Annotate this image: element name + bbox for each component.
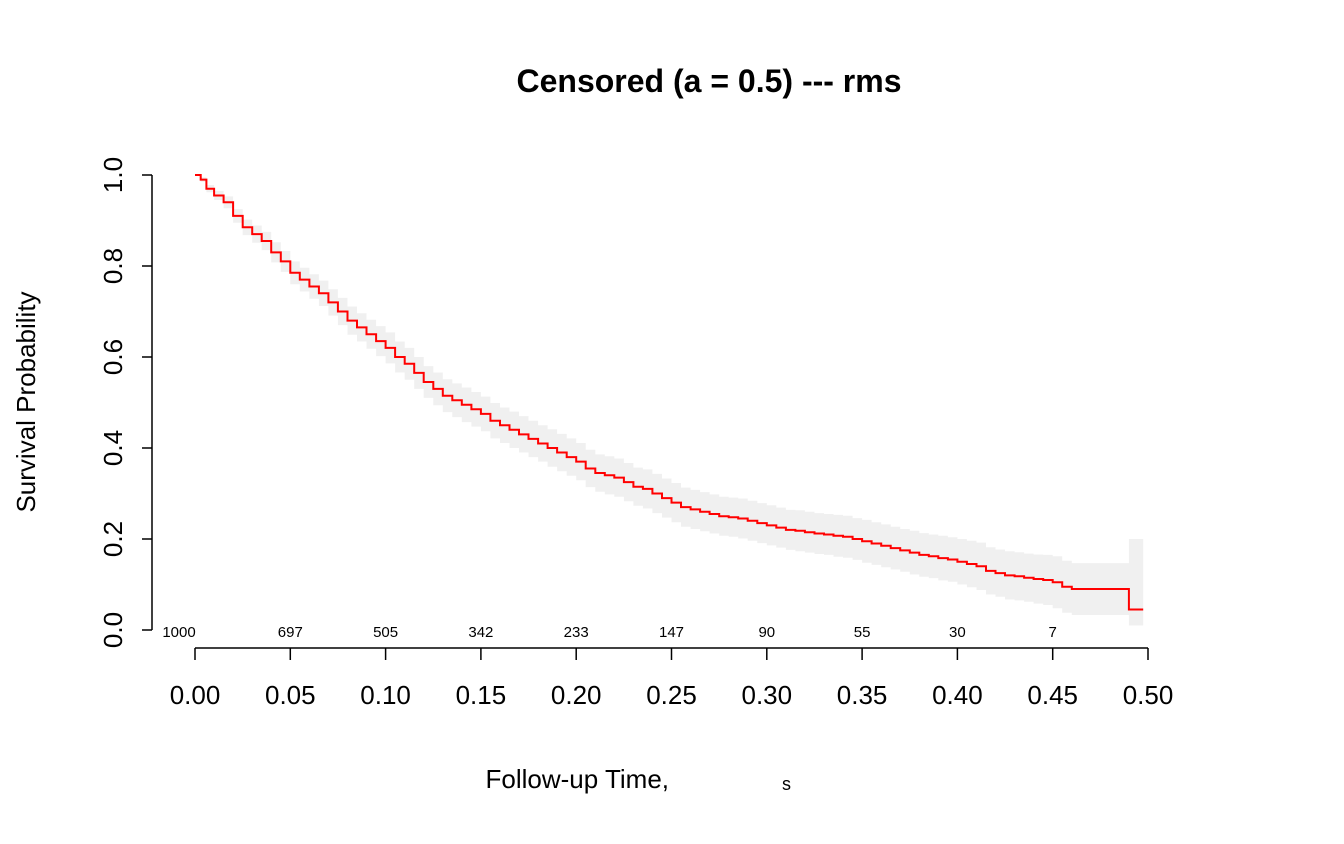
confidence-band-layer	[195, 175, 1144, 626]
x-tick-label: 0.50	[1123, 680, 1174, 710]
risk-count-label: 697	[278, 624, 303, 641]
x-tick-label: 0.10	[360, 680, 411, 710]
y-tick-label: 0.6	[98, 339, 128, 375]
x-axis-label: Follow-up Time,	[486, 764, 670, 794]
risk-count-label: 55	[854, 624, 871, 641]
x-tick-label: 0.15	[456, 680, 507, 710]
x-tick-label: 0.20	[551, 680, 602, 710]
chart-title: Censored (a = 0.5) --- rms	[517, 63, 902, 99]
y-tick-label: 0.8	[98, 248, 128, 284]
risk-count-label: 505	[373, 624, 398, 641]
risk-count-label: 147	[659, 624, 684, 641]
x-tick-label: 0.25	[646, 680, 697, 710]
risk-count-label: 342	[468, 624, 493, 641]
y-tick-label: 1.0	[98, 157, 128, 193]
risk-count-label: 7	[1049, 624, 1057, 641]
number-at-risk-row: 1000 697 505 342 233 147 90 55 30 7	[162, 624, 1057, 641]
risk-count-label: 90	[758, 624, 775, 641]
x-tick-label: 0.40	[932, 680, 983, 710]
survival-curve-layer	[195, 174, 1144, 611]
risk-count-label: 1000	[162, 624, 195, 641]
x-tick-label: 0.00	[170, 680, 221, 710]
y-axis-label: Survival Probability	[11, 291, 41, 512]
y-tick-label: 0.0	[98, 612, 128, 648]
x-tick-label: 0.45	[1027, 680, 1078, 710]
x-tick-label: 0.30	[741, 680, 792, 710]
x-tick-label: 0.05	[265, 680, 316, 710]
y-axis: 0.0 0.2 0.4 0.6 0.8 1.0	[98, 157, 153, 648]
survival-curve	[195, 174, 1144, 611]
x-axis: 0.00 0.05 0.10 0.15 0.20 0.25 0.30 0.35 0.40 0.45…	[170, 647, 1174, 710]
x-tick-label: 0.35	[837, 680, 888, 710]
y-tick-label: 0.4	[98, 430, 128, 466]
risk-count-label: 233	[564, 624, 589, 641]
y-tick-label: 0.2	[98, 521, 128, 557]
risk-count-label: 30	[949, 624, 966, 641]
x-axis-unit: s	[782, 774, 791, 794]
confidence-band	[195, 175, 1144, 626]
